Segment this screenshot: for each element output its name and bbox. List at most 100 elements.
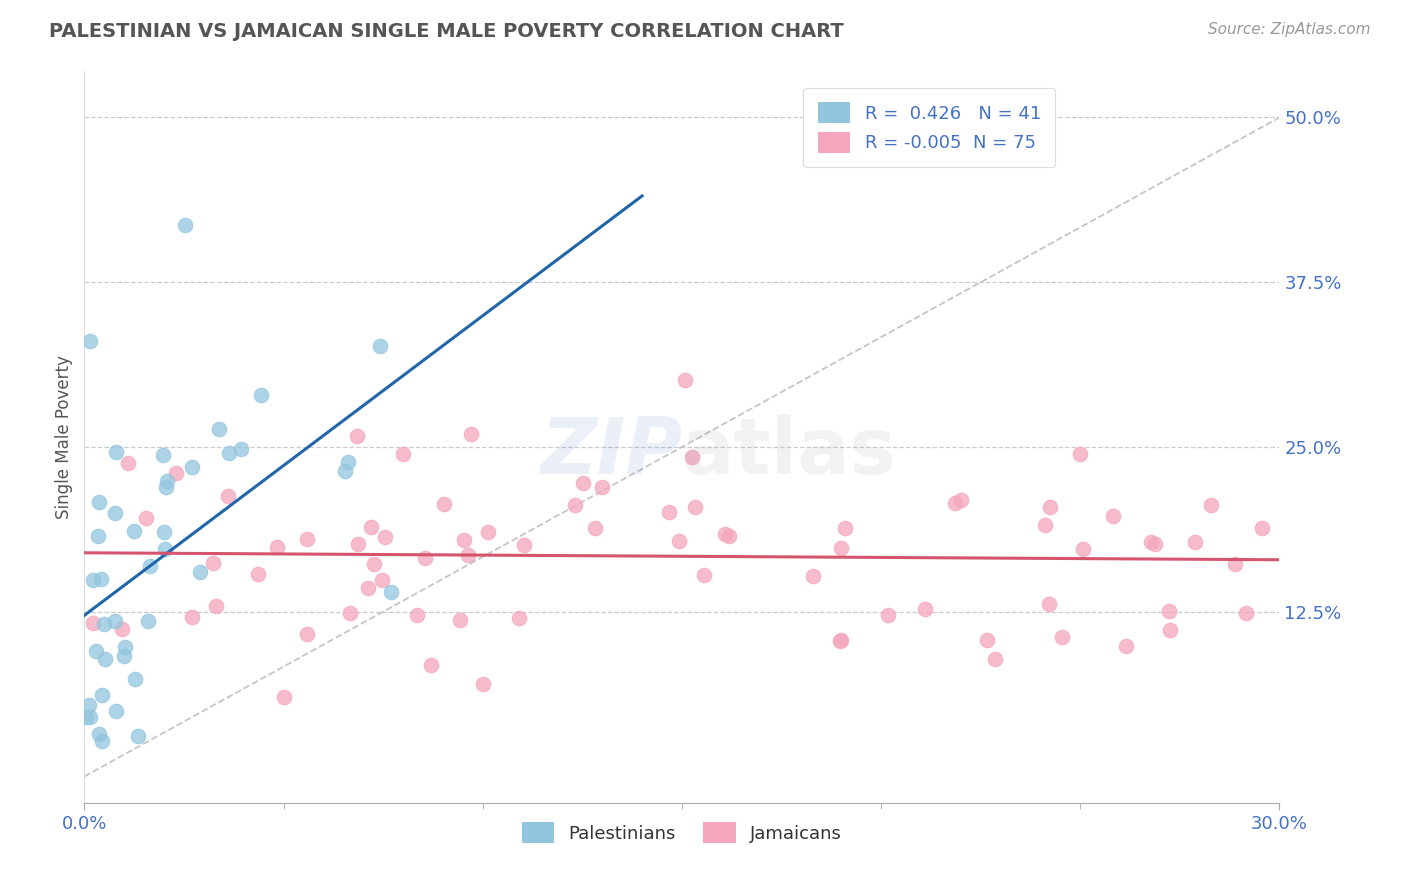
Point [1069,446,1091,460]
Point [1144,537,1167,551]
Legend: Palestinians, Jamaicans: Palestinians, Jamaicans [513,814,851,852]
Point [208,422,231,436]
Point [153,525,176,540]
Point [392,446,415,460]
Point [105,704,128,718]
Point [406,608,429,623]
Point [681,450,703,464]
Point [831,541,853,555]
Point [266,540,288,554]
Point [77,698,100,712]
Point [103,506,125,520]
Point [572,475,595,490]
Point [174,218,197,232]
Point [668,533,690,548]
Point [246,566,269,581]
Point [86,529,108,543]
Text: atlas: atlas [682,414,897,490]
Point [181,610,204,624]
Point [457,548,479,562]
Point [717,529,740,543]
Point [949,492,972,507]
Point [249,388,271,402]
Point [181,459,204,474]
Point [683,500,706,515]
Point [876,607,898,622]
Point [89,494,111,508]
Point [914,601,936,615]
Point [188,566,211,580]
Point [658,505,681,519]
Point [339,606,361,620]
Point [218,446,240,460]
Point [217,488,239,502]
Point [508,610,530,624]
Point [1159,623,1181,637]
Point [983,652,1005,666]
Point [346,429,368,443]
Point [828,634,851,648]
Point [1199,498,1222,512]
Point [91,734,114,748]
Point [156,474,179,488]
Point [112,649,135,664]
Point [433,498,456,512]
Point [105,444,128,458]
Point [89,727,111,741]
Point [82,616,104,631]
Point [374,529,396,543]
Point [155,480,177,494]
Point [79,710,101,724]
Point [346,537,368,551]
Point [673,373,696,387]
Point [205,599,228,613]
Point [976,633,998,648]
Point [1234,606,1257,620]
Text: Source: ZipAtlas.com: Source: ZipAtlas.com [1208,22,1371,37]
Point [380,585,402,599]
Y-axis label: Single Male Poverty: Single Male Poverty [55,355,73,519]
Point [117,456,139,470]
Point [297,627,319,641]
Point [830,633,852,648]
Point [1140,535,1163,549]
Point [333,464,356,478]
Point [583,521,606,535]
Point [363,557,385,571]
Point [93,617,115,632]
Point [114,640,136,654]
Point [1038,597,1060,611]
Point [693,568,716,582]
Point [453,533,475,547]
Text: PALESTINIAN VS JAMAICAN SINGLE MALE POVERTY CORRELATION CHART: PALESTINIAN VS JAMAICAN SINGLE MALE POVE… [49,22,844,41]
Text: ZIP: ZIP [540,414,682,490]
Point [368,339,391,353]
Point [136,614,159,628]
Point [1115,639,1137,653]
Point [153,541,176,556]
Point [127,729,149,743]
Point [94,652,117,666]
Point [135,510,157,524]
Point [104,614,127,628]
Point [713,526,735,541]
Point [371,573,394,587]
Point [419,657,441,672]
Point [834,521,856,535]
Point [477,524,499,539]
Point [165,466,187,480]
Point [357,582,380,596]
Point [1102,508,1125,523]
Point [152,448,174,462]
Point [801,569,824,583]
Point [564,499,586,513]
Point [1157,604,1180,618]
Point [84,644,107,658]
Point [124,672,146,686]
Point [229,442,252,456]
Point [1039,500,1062,515]
Point [90,572,112,586]
Point [1223,557,1246,571]
Point [471,677,494,691]
Point [591,479,613,493]
